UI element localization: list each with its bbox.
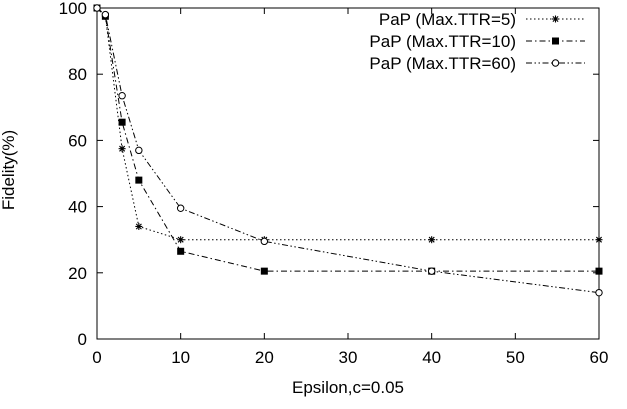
data-point-circle (176, 204, 185, 212)
series-line (96, 7, 600, 294)
series-line (96, 7, 599, 272)
data-point-square (177, 247, 185, 255)
data-point-square (135, 176, 143, 184)
data-point-square (260, 267, 268, 275)
data-point-asterisk (552, 15, 559, 23)
x-tick-label: 40 (422, 348, 441, 367)
y-tick-label: 60 (68, 131, 87, 150)
plot-border (96, 7, 600, 340)
y-tick-label: 100 (59, 0, 87, 18)
legend-label: PaP (Max.TTR=60) (369, 54, 516, 73)
data-point-circle (427, 267, 436, 275)
data-point-circle (595, 288, 603, 297)
series-layer (93, 4, 603, 297)
y-tick-label: 80 (68, 65, 87, 84)
y-tick-label: 20 (68, 264, 87, 283)
x-tick-label: 10 (171, 348, 190, 367)
x-tick-label: 20 (255, 348, 274, 367)
legend: PaP (Max.TTR=5) PaP (Max.TTR=10) PaP (Max.… (369, 10, 585, 73)
data-point-asterisk (595, 236, 603, 244)
data-point-circle (260, 237, 269, 246)
y-tick-label: 0 (78, 330, 87, 349)
data-point-square (552, 37, 559, 45)
legend-entry-3: PaP (Max.TTR=60) (369, 54, 585, 73)
x-tick-label: 50 (506, 348, 525, 367)
x-tick-label: 60 (590, 348, 609, 367)
series-3 (93, 4, 603, 297)
legend-entry-1: PaP (Max.TTR=5) (379, 10, 585, 29)
x-axis-label: Epsilon,c=0.05 (292, 378, 404, 397)
data-point-circle (551, 59, 560, 67)
data-point-square (118, 118, 126, 126)
data-point-circle (118, 92, 126, 100)
plot-frame (96, 7, 600, 340)
data-point-square (595, 267, 603, 275)
data-point-circle (93, 4, 101, 12)
data-point-asterisk (428, 236, 436, 244)
legend-label: PaP (Max.TTR=10) (369, 32, 516, 51)
y-tick-label: 40 (68, 198, 87, 217)
data-point-asterisk (177, 236, 185, 244)
data-point-circle (135, 146, 143, 155)
data-point-asterisk (135, 222, 143, 230)
series-line (96, 7, 599, 241)
y-axis-label: Fidelity(%) (0, 130, 18, 210)
data-point-circle (101, 10, 110, 19)
series-2 (93, 4, 603, 275)
series-1 (93, 4, 603, 244)
x-tick-label: 30 (339, 348, 358, 367)
axis-ticks: 0 10 20 30 40 50 60 0 20 40 60 80 100 (59, 0, 609, 367)
x-tick-label: 0 (92, 348, 101, 367)
legend-entry-2: PaP (Max.TTR=10) (369, 32, 585, 51)
legend-label: PaP (Max.TTR=5) (379, 10, 516, 29)
data-point-asterisk (118, 145, 126, 153)
